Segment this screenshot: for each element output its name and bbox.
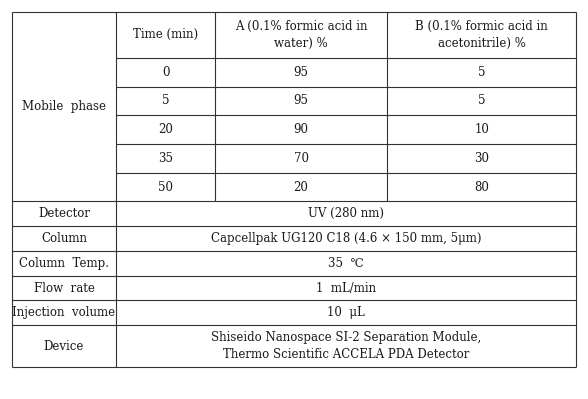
Text: 5: 5 <box>162 95 169 107</box>
Text: B (0.1% formic acid in
acetonitrile) %: B (0.1% formic acid in acetonitrile) % <box>415 20 548 49</box>
Text: Shiseido Nanospace SI-2 Separation Module,
Thermo Scientific ACCELA PDA Detector: Shiseido Nanospace SI-2 Separation Modul… <box>211 332 482 361</box>
Text: 70: 70 <box>293 152 309 165</box>
Text: 35  ℃: 35 ℃ <box>329 257 364 270</box>
Text: 90: 90 <box>293 123 309 136</box>
Text: Flow  rate: Flow rate <box>34 282 95 294</box>
Text: 1  mL/min: 1 mL/min <box>316 282 376 294</box>
Text: A (0.1% formic acid in
water) %: A (0.1% formic acid in water) % <box>235 20 368 49</box>
Text: 50: 50 <box>158 181 173 194</box>
Text: 20: 20 <box>293 181 309 194</box>
Text: Capcellpak UG120 C18 (4.6 × 150 mm, 5μm): Capcellpak UG120 C18 (4.6 × 150 mm, 5μm) <box>211 232 482 245</box>
Text: Injection  volume: Injection volume <box>12 306 115 319</box>
Text: 80: 80 <box>475 181 489 194</box>
Text: 5: 5 <box>478 66 486 79</box>
Text: Column: Column <box>41 232 87 245</box>
Text: 0: 0 <box>162 66 169 79</box>
Text: 95: 95 <box>293 95 309 107</box>
Text: UV (280 nm): UV (280 nm) <box>308 207 384 220</box>
Text: 30: 30 <box>474 152 489 165</box>
Text: 5: 5 <box>478 95 486 107</box>
Text: 95: 95 <box>293 66 309 79</box>
Text: 10: 10 <box>475 123 489 136</box>
Text: Column  Temp.: Column Temp. <box>19 257 109 270</box>
Text: 35: 35 <box>158 152 173 165</box>
Text: 10  μL: 10 μL <box>328 306 365 319</box>
Text: Time (min): Time (min) <box>133 28 198 41</box>
Text: Mobile  phase: Mobile phase <box>22 100 106 113</box>
Text: 20: 20 <box>158 123 173 136</box>
Text: Detector: Detector <box>38 207 90 220</box>
Text: Device: Device <box>44 340 84 353</box>
